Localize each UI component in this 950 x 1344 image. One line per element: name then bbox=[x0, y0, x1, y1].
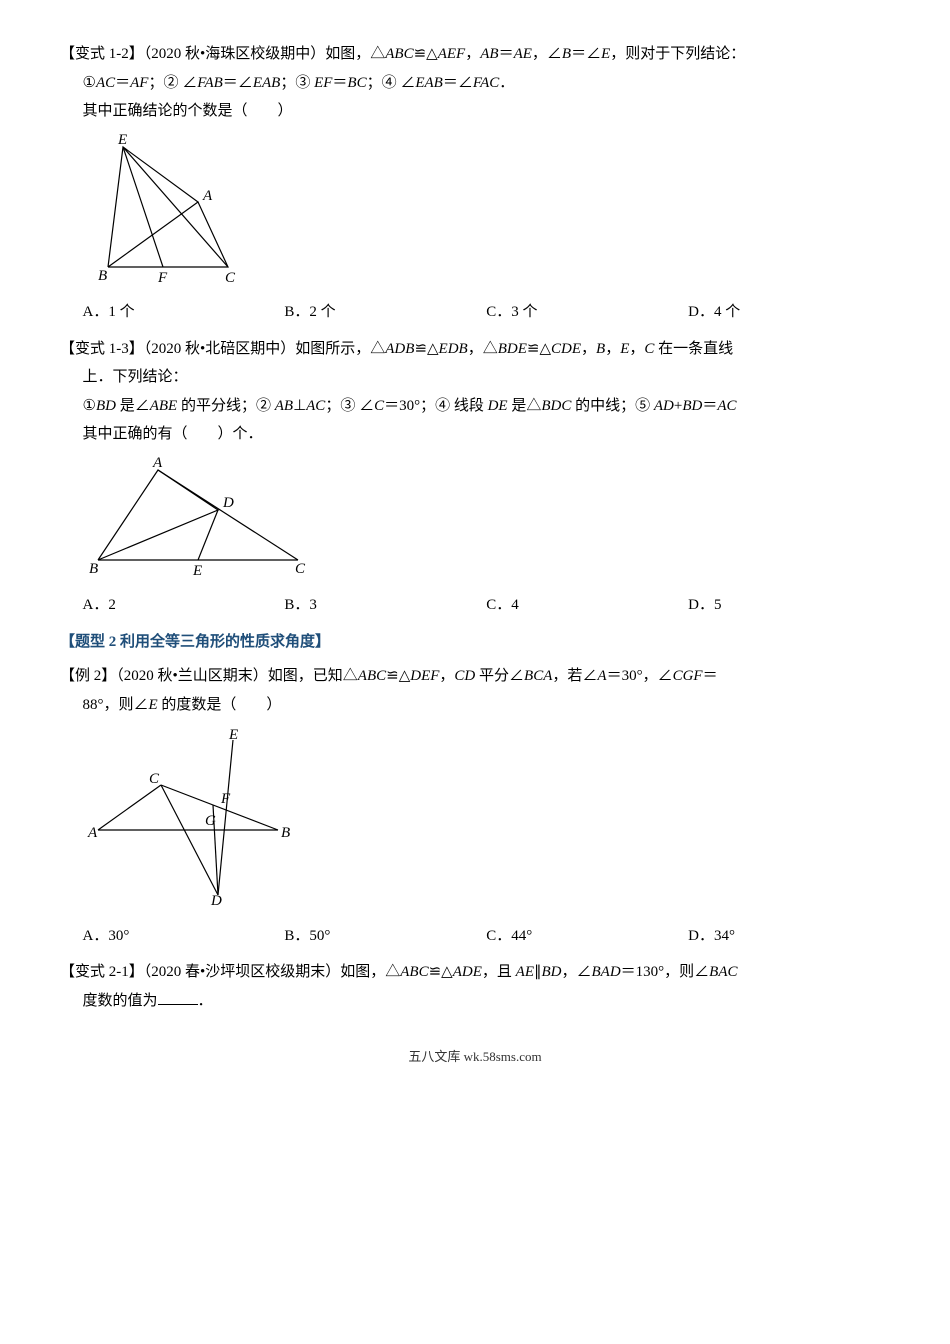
q1-2-line3: 其中正确结论的个数是（ ） bbox=[60, 97, 890, 126]
question-2: 【例 2】（2020 秋•兰山区期末）如图，已知△ABC≌△DEF，CD 平分∠… bbox=[60, 662, 890, 950]
option-c: C．44° bbox=[486, 922, 688, 951]
svg-text:A: A bbox=[202, 188, 213, 204]
question-1-3: 【变式 1-3】（2020 秋•北碚区期中）如图所示，△ADB≌△EDB，△BD… bbox=[60, 335, 890, 620]
q1-2-line2: ①AC＝AF；② ∠FAB＝∠EAB；③ EF＝BC；④ ∠EAB＝∠FAC． bbox=[60, 69, 890, 98]
question-1-2: 【变式 1-2】（2020 秋•海珠区校级期中）如图，△ABC≌△AEF，AB＝… bbox=[60, 40, 890, 327]
q2-options: A．30° B．50° C．44° D．34° bbox=[60, 922, 890, 951]
blank-answer bbox=[158, 989, 198, 1005]
q1-3-figure: A D B E C bbox=[83, 455, 891, 586]
svg-text:C: C bbox=[295, 561, 306, 575]
option-b: B．2 个 bbox=[284, 298, 486, 327]
q2-1-line1: 【变式 2-1】（2020 春•沙坪坝区校级期末）如图，△ABC≌△ADE，且 … bbox=[60, 958, 890, 987]
label: 【变式 1-3】 bbox=[60, 341, 144, 357]
svg-text:B: B bbox=[98, 268, 107, 282]
q2-line1: 【例 2】（2020 秋•兰山区期末）如图，已知△ABC≌△DEF，CD 平分∠… bbox=[60, 662, 890, 691]
svg-text:B: B bbox=[281, 825, 290, 841]
q2-line2: 88°，则∠E 的度数是（ ） bbox=[60, 691, 890, 720]
q1-2-options: A．1 个 B．2 个 C．3 个 D．4 个 bbox=[60, 298, 890, 327]
option-c: C．4 bbox=[486, 591, 688, 620]
page-footer: 五八文库 wk.58sms.com bbox=[60, 1045, 890, 1070]
q1-3-line2: 上．下列结论： bbox=[60, 363, 890, 392]
q2-1-line2: 度数的值为． bbox=[60, 987, 890, 1016]
q1-2-line1: 【变式 1-2】（2020 秋•海珠区校级期中）如图，△ABC≌△AEF，AB＝… bbox=[60, 40, 890, 69]
svg-text:G: G bbox=[205, 813, 216, 829]
option-d: D．5 bbox=[688, 591, 890, 620]
option-a: A．2 bbox=[83, 591, 285, 620]
svg-text:C: C bbox=[149, 771, 160, 787]
label: 【例 2】 bbox=[60, 668, 116, 684]
q1-3-line3: ①BD 是∠ABE 的平分线；② AB⊥AC；③ ∠C＝30°；④ 线段 DE … bbox=[60, 392, 890, 421]
q1-3-line1: 【变式 1-3】（2020 秋•北碚区期中）如图所示，△ADB≌△EDB，△BD… bbox=[60, 335, 890, 364]
label: 【变式 2-1】 bbox=[60, 964, 144, 980]
svg-text:D: D bbox=[222, 495, 234, 511]
option-a: A．1 个 bbox=[83, 298, 285, 327]
svg-text:C: C bbox=[225, 270, 236, 282]
q1-3-line4: 其中正确的有（ ）个． bbox=[60, 420, 890, 449]
svg-text:E: E bbox=[192, 563, 202, 575]
option-d: D．34° bbox=[688, 922, 890, 951]
svg-text:A: A bbox=[152, 455, 163, 471]
question-2-1: 【变式 2-1】（2020 春•沙坪坝区校级期末）如图，△ABC≌△ADE，且 … bbox=[60, 958, 890, 1015]
svg-text:B: B bbox=[89, 561, 98, 575]
svg-text:E: E bbox=[117, 132, 127, 148]
svg-text:E: E bbox=[228, 727, 238, 743]
q1-2-figure: E A B F C bbox=[83, 132, 891, 293]
section-2-title: 【题型 2 利用全等三角形的性质求角度】 bbox=[60, 628, 890, 657]
option-a: A．30° bbox=[83, 922, 285, 951]
svg-text:A: A bbox=[87, 825, 98, 841]
option-c: C．3 个 bbox=[486, 298, 688, 327]
svg-text:F: F bbox=[157, 270, 168, 282]
svg-text:D: D bbox=[210, 893, 222, 905]
svg-text:F: F bbox=[220, 791, 231, 807]
option-d: D．4 个 bbox=[688, 298, 890, 327]
option-b: B．3 bbox=[284, 591, 486, 620]
q2-figure: E C F G A B D bbox=[83, 725, 891, 916]
q1-3-options: A．2 B．3 C．4 D．5 bbox=[60, 591, 890, 620]
label: 【变式 1-2】 bbox=[60, 46, 144, 62]
option-b: B．50° bbox=[284, 922, 486, 951]
